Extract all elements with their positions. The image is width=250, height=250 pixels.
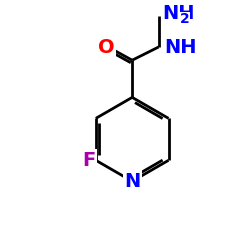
Text: O: O [98,38,114,56]
Text: F: F [82,151,95,170]
Text: NH: NH [162,4,195,23]
Text: NH: NH [164,38,197,56]
Text: N: N [124,172,140,191]
Text: 2: 2 [180,12,190,26]
